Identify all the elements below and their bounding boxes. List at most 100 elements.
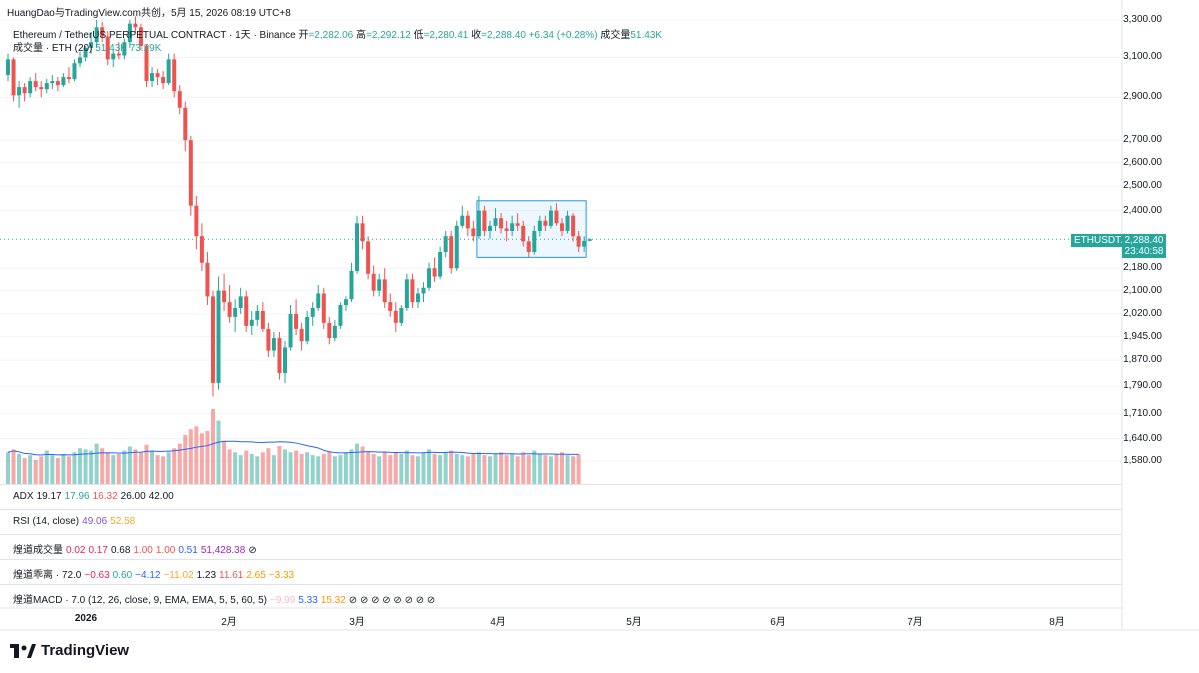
volume-custom-pane[interactable]: 煌道成交量 0.02 0.17 0.68 1.00 1.00 0.51 51,428.38 ⊘: [0, 534, 1122, 559]
candle-body: [415, 293, 420, 303]
volume-bar: [471, 454, 476, 484]
volume-indicator-label: 成交量 · ETH (20): [13, 43, 93, 54]
volume-bar: [249, 454, 254, 484]
price-tick-label: 1,710.00: [1123, 407, 1162, 419]
volume-bar: [349, 449, 354, 484]
volume-bar: [33, 459, 38, 484]
low-label: 低: [413, 30, 424, 41]
volume-bar: [482, 455, 487, 484]
candle-body: [89, 42, 94, 48]
adx-pane[interactable]: ADX 19.17 17.96 16.32 26.00 42.00: [0, 484, 1122, 509]
volume-bar: [404, 450, 409, 484]
volume-bar: [427, 449, 432, 484]
candle-body: [72, 63, 77, 80]
volume-bar: [61, 454, 66, 484]
candle-body: [504, 228, 509, 231]
candle-body: [587, 239, 592, 241]
volume-bar: [288, 452, 293, 484]
candle-body: [161, 77, 166, 84]
close-value: =2,288.40: [481, 30, 526, 41]
volume-bar: [66, 456, 71, 484]
candle-body: [39, 87, 44, 90]
candle-body: [449, 236, 454, 269]
volume-bar: [155, 455, 160, 484]
tradingview-logo[interactable]: TradingView: [10, 642, 129, 659]
price-tick-label: 3,300.00: [1123, 14, 1162, 25]
volume-indicator-values: 51.43K 73.29K: [95, 43, 162, 54]
volume-indicator-legend[interactable]: 成交量 · ETH (20) 51.43K 73.29K: [13, 39, 161, 54]
volume-bar: [183, 434, 188, 484]
volume-bar: [55, 458, 60, 484]
candle-body: [526, 241, 531, 252]
candle-body: [283, 347, 287, 374]
volume-bar: [105, 452, 110, 484]
candle-body: [83, 47, 88, 58]
candle-body: [399, 307, 404, 323]
volume-bar: [244, 450, 249, 484]
price-tick-label: 2,600.00: [1123, 156, 1162, 168]
volume-bar: [271, 455, 276, 484]
volume-bar: [415, 456, 420, 484]
candle-body: [343, 299, 348, 306]
volume-bar: [332, 456, 337, 484]
volume-bar: [172, 448, 177, 484]
candle-body: [255, 310, 260, 320]
volume-bar: [560, 452, 564, 484]
price-tick-label: 2,100.00: [1123, 284, 1162, 296]
volume-bar: [133, 449, 138, 484]
volume-bar: [438, 455, 443, 484]
open-label: 开: [298, 30, 309, 41]
deviation-pane[interactable]: 煌道乖离 · 72.0 −0.63 0.60 −4.12 −11.02 1.23 11.61…: [0, 559, 1122, 584]
candle-body: [438, 251, 443, 277]
volume-bar: [554, 454, 559, 484]
volume-bar: [399, 454, 404, 484]
volume-bar: [499, 452, 504, 484]
candle-body: [388, 302, 393, 311]
change-value: +6.34 (+0.28%): [528, 30, 598, 41]
candle-body: [377, 279, 382, 291]
candle-body: [249, 319, 254, 326]
volume-bar: [443, 452, 448, 484]
high-label: 高: [356, 30, 367, 41]
candle-body: [499, 218, 504, 229]
last-price-value: 2,288.40: [1124, 235, 1164, 246]
candle-body: [111, 53, 116, 60]
candle-body: [105, 36, 110, 60]
high-value: =2,292.12: [366, 30, 411, 41]
candle-body: [515, 223, 520, 226]
attribution-text: HuangDao与TradingView.com共创，5月 15, 2026 0…: [7, 8, 291, 19]
volume-bar: [294, 450, 299, 484]
candle-body: [349, 271, 354, 300]
volume-bar: [454, 454, 459, 484]
symbol-info: Ethereum / TetherUS PERPETUAL CONTRACT ·…: [13, 26, 662, 41]
volume-bar: [526, 455, 531, 484]
candle-body: [150, 73, 155, 82]
candle-body: [227, 302, 232, 317]
volume-bar: [166, 452, 171, 484]
candle-body: [100, 27, 105, 37]
volume-bar: [83, 449, 88, 484]
volume-bar: [393, 452, 398, 484]
candle-body: [510, 223, 515, 231]
volume-bar: [510, 454, 515, 484]
time-tick-label: 2月: [221, 617, 237, 628]
volume-bar: [6, 452, 10, 484]
volume-bar: [476, 452, 481, 484]
rsi-pane[interactable]: RSI (14, close) 49.06 52.58: [0, 509, 1122, 534]
time-tick-label: 8月: [1049, 617, 1065, 628]
candle-body: [17, 87, 22, 96]
candle-body: [382, 279, 387, 303]
volume-bar: [89, 450, 94, 484]
macd-pane[interactable]: 煌道MACD · 7.0 (12, 26, close, 9, EMA, EMA…: [0, 584, 1122, 609]
volume-bar: [521, 452, 526, 484]
candle-body: [393, 310, 398, 323]
time-tick-label: 6月: [770, 617, 786, 628]
candle-body: [410, 279, 415, 303]
price-tick-label: 2,180.00: [1123, 262, 1162, 274]
candle-body: [316, 293, 321, 308]
candle-body: [116, 53, 121, 56]
candle-body: [554, 210, 559, 224]
candle-body: [166, 59, 171, 84]
volume-bar: [432, 454, 437, 484]
